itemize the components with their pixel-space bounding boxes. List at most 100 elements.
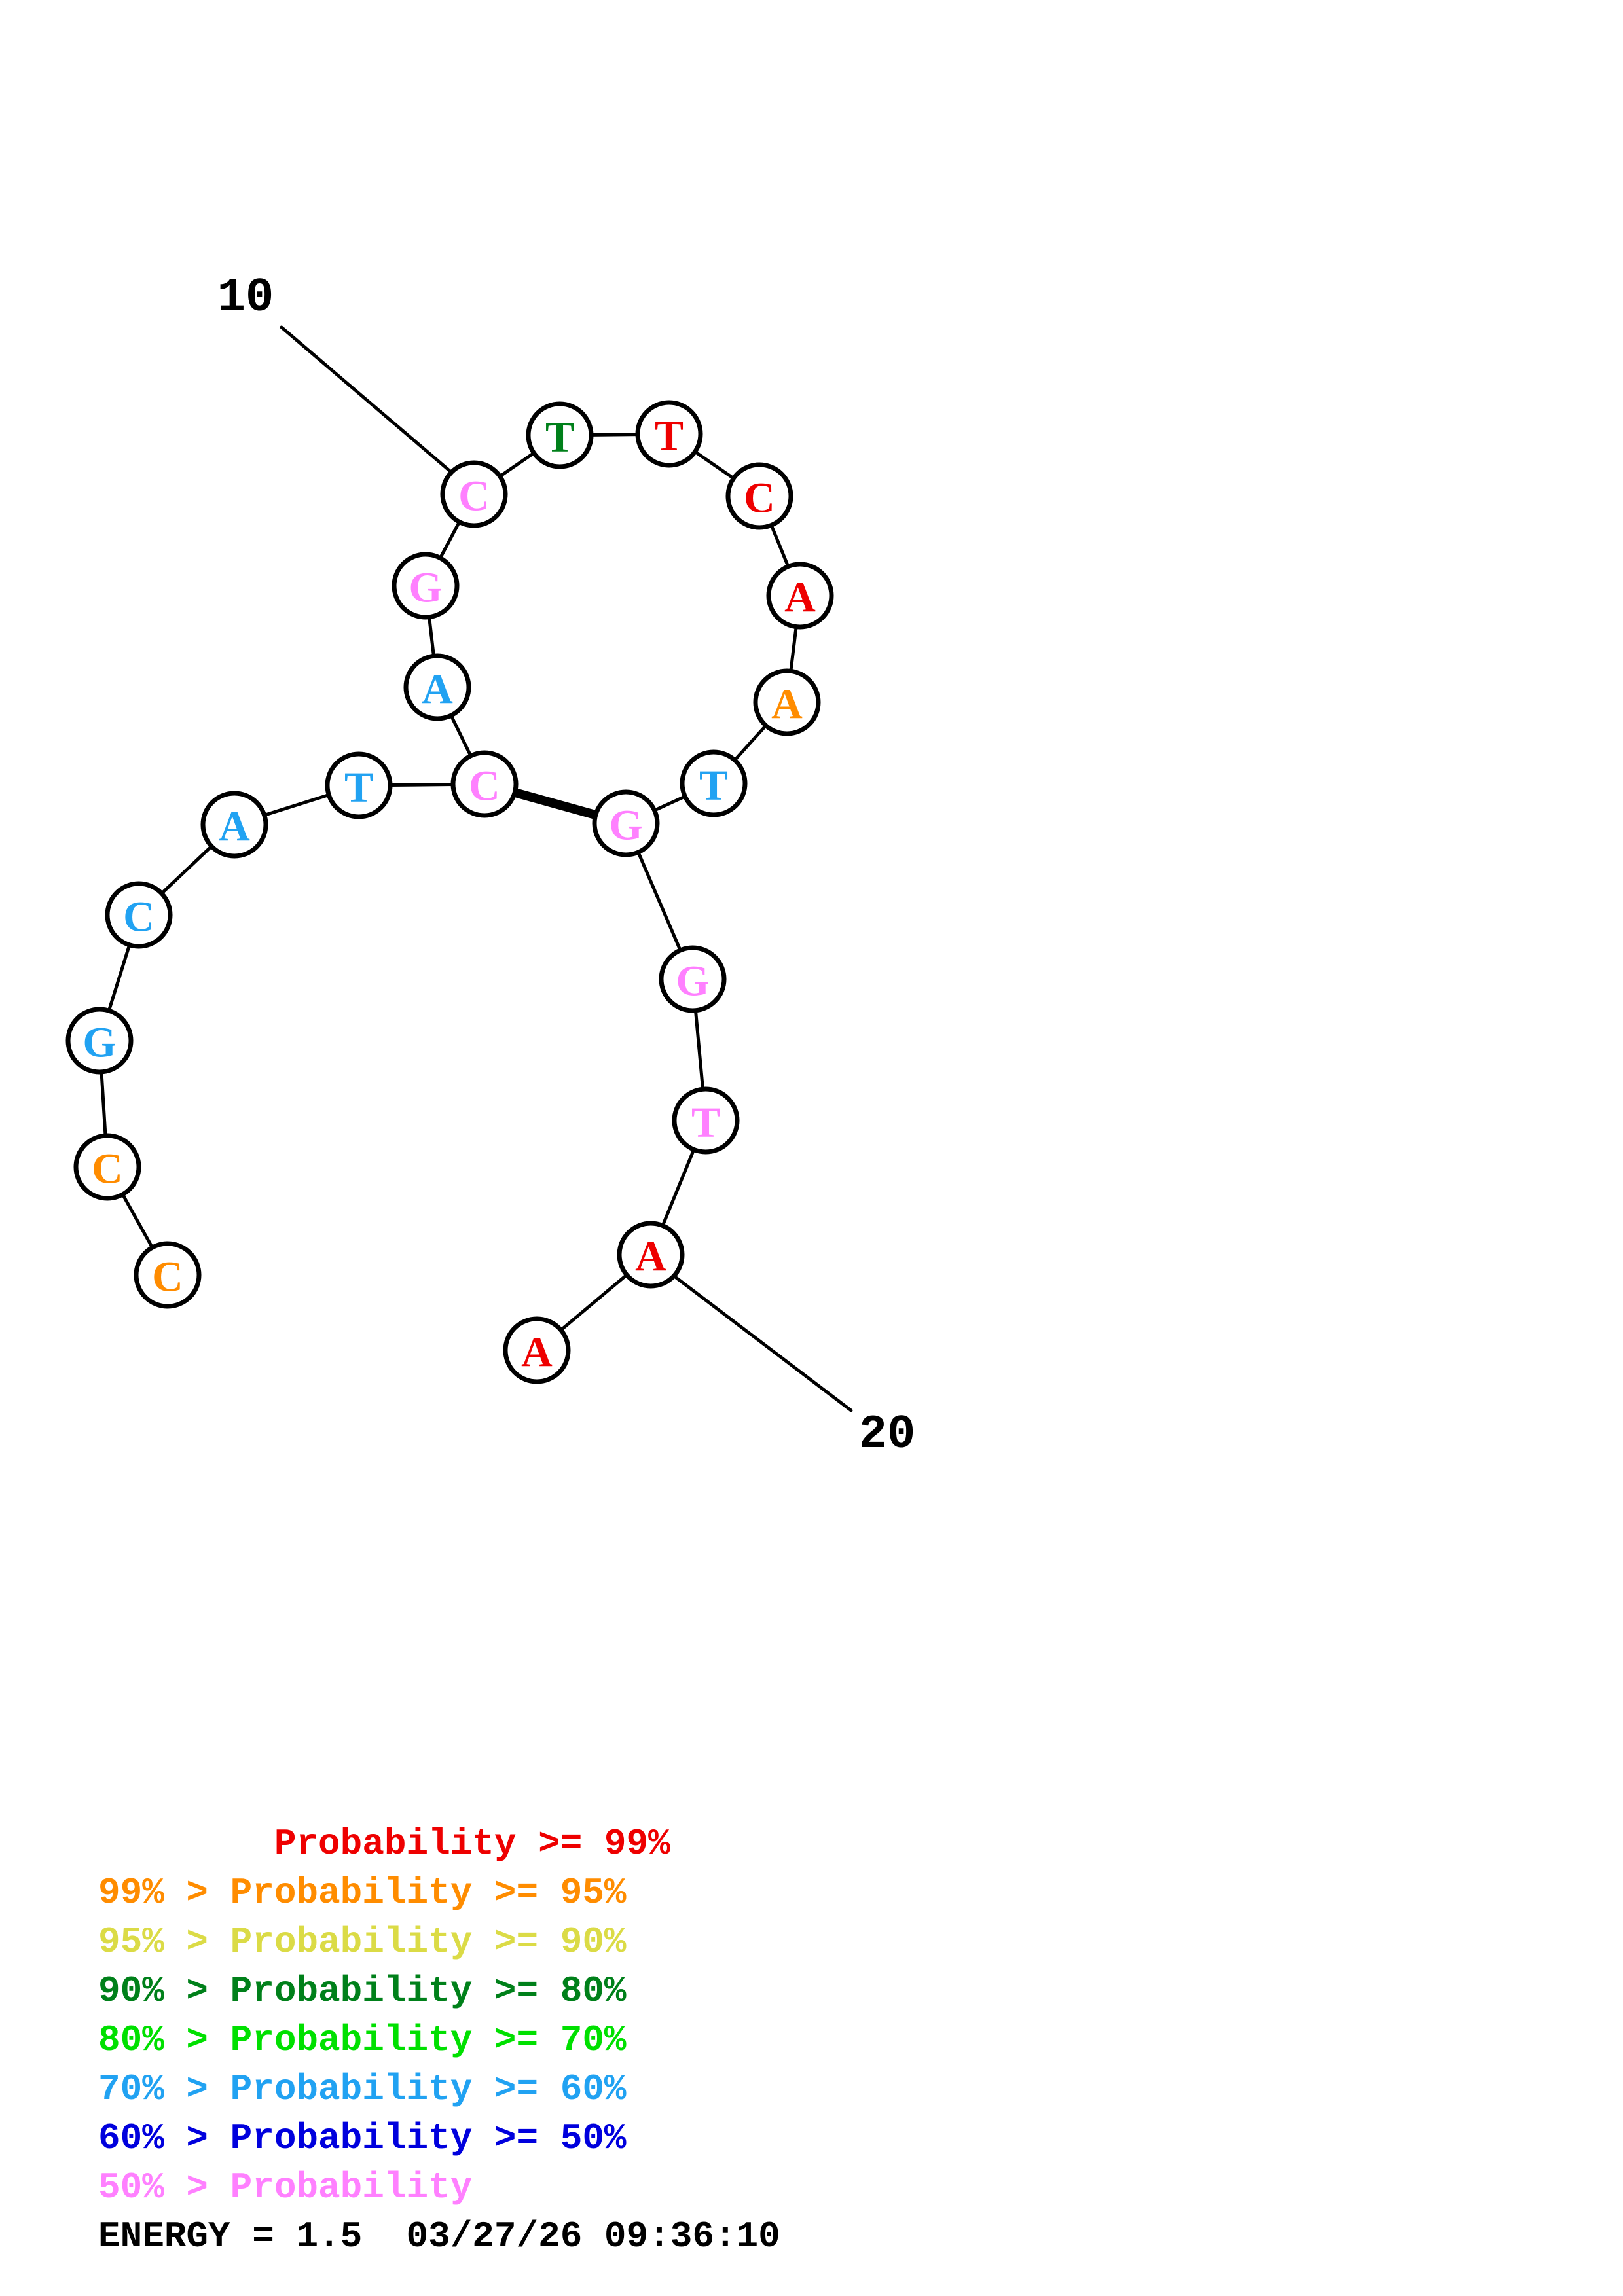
nucleotide-20-A[interactable]: A — [617, 1221, 685, 1289]
nucleotide-circle — [753, 668, 821, 736]
nucleotide-7-C[interactable]: C — [450, 750, 519, 818]
backbone-segment — [733, 724, 768, 762]
nucleotide-16-T[interactable]: T — [680, 749, 748, 817]
nucleotide-base-letter: C — [152, 1253, 183, 1301]
position-label-20: 20 — [859, 1408, 915, 1462]
nucleotide-base-letter: A — [771, 681, 803, 728]
backbone-segment — [498, 451, 536, 478]
nucleotide-base-letter: G — [609, 802, 642, 850]
energy-footer: ENERGY = 1.5 03/27/26 09:36:10 — [98, 2215, 780, 2257]
nucleotide-circle — [450, 750, 519, 818]
nucleotide-circle — [440, 460, 508, 528]
nucleotide-circle — [403, 653, 471, 721]
position-label-10: 10 — [217, 271, 274, 325]
nucleotide-circle — [680, 749, 748, 817]
legend-row-50: 60% > Probability >= 50% — [98, 2117, 627, 2159]
backbone-segment — [769, 523, 790, 569]
nucleotide-3-G[interactable]: G — [65, 1007, 134, 1075]
nucleotide-base-letter: C — [458, 473, 490, 520]
nucleotide-19-T[interactable]: T — [672, 1086, 740, 1155]
nucleotide-circle — [325, 751, 393, 819]
nucleotide-circle — [766, 562, 834, 630]
nucleotide-circle — [392, 552, 460, 620]
nucleotide-base-letter: T — [691, 1099, 720, 1147]
nucleotide-base-letter: A — [521, 1329, 553, 1376]
nucleotide-6-T[interactable]: T — [325, 751, 393, 819]
nucleotide-circle — [134, 1241, 202, 1309]
legend-row-below50: 50% > Probability — [98, 2166, 473, 2208]
legend-row-60: 70% > Probability >= 60% — [98, 2068, 627, 2110]
nucleotide-circle — [659, 945, 727, 1013]
nucleotide-circle — [200, 791, 268, 859]
nucleotide-12-T[interactable]: T — [635, 400, 703, 468]
nucleotide-base-letter: C — [744, 475, 775, 522]
backbone-segment — [693, 1009, 705, 1091]
nucleotide-base-letter: A — [219, 803, 250, 851]
nucleotide-1-C[interactable]: C — [134, 1241, 202, 1309]
nucleotide-circle — [503, 1316, 571, 1384]
nucleotide-circle — [672, 1086, 740, 1155]
nucleotide-circle — [105, 881, 173, 949]
nucleotide-11-T[interactable]: T — [526, 401, 594, 469]
nucleotide-4-C[interactable]: C — [105, 881, 173, 949]
backbone-segment — [636, 850, 682, 952]
backbone-segment — [107, 943, 132, 1013]
legend-row-90: 95% > Probability >= 90% — [98, 1921, 627, 1963]
backbone-segment — [661, 1147, 696, 1228]
nucleotide-base-letter: A — [635, 1233, 666, 1281]
nucleotide-17-G[interactable]: G — [592, 789, 660, 857]
base-pair-layer — [513, 788, 597, 819]
nucleotide-13-C[interactable]: C — [725, 462, 793, 530]
nucleotide-base-letter: G — [676, 958, 709, 1005]
backbone-segment — [120, 1193, 155, 1249]
nucleotide-21-A[interactable]: A — [503, 1316, 571, 1384]
legend-row-99: Probability >= 99% — [98, 1823, 670, 1865]
backbone-layer — [100, 433, 798, 1332]
nucleotide-circle — [73, 1133, 141, 1201]
nucleotide-10-C[interactable]: C — [440, 460, 508, 528]
nucleotide-circle — [725, 462, 793, 530]
nucleotide-15-A[interactable]: A — [753, 668, 821, 736]
nucleotide-base-letter: C — [469, 762, 500, 810]
nucleotide-5-A[interactable]: A — [200, 791, 268, 859]
backbone-segment — [160, 844, 213, 895]
nucleotide-8-A[interactable]: A — [403, 653, 471, 721]
position-label-layer: 10 20 — [217, 271, 915, 1462]
nucleotide-base-letter: T — [699, 762, 728, 810]
nucleotide-18-G[interactable]: G — [659, 945, 727, 1013]
nucleotide-base-letter: G — [82, 1019, 116, 1067]
nucleotide-base-letter: C — [92, 1145, 123, 1193]
nucleotide-circle — [65, 1007, 134, 1075]
nucleotide-base-letter: A — [784, 574, 816, 622]
nucleotide-base-letter: C — [123, 893, 155, 941]
nucleotide-circle — [617, 1221, 685, 1289]
base-pair-bond — [513, 788, 597, 819]
position-leader-line — [280, 325, 454, 475]
backbone-segment — [438, 520, 462, 560]
nucleotide-base-letter: T — [545, 414, 574, 461]
nucleotide-base-letter: G — [409, 564, 442, 612]
backbone-segment — [100, 1070, 107, 1138]
legend-row-70: 80% > Probability >= 70% — [98, 2019, 627, 2061]
position-leader-layer — [280, 325, 853, 1412]
nucleotide-9-G[interactable]: G — [392, 552, 460, 620]
nucleotide-base-letter: A — [422, 666, 453, 713]
legend-row-95: 99% > Probability >= 95% — [98, 1872, 627, 1914]
legend-row-80: 90% > Probability >= 80% — [98, 1970, 627, 2012]
backbone-segment — [428, 615, 435, 658]
backbone-segment — [653, 795, 687, 812]
nucleotide-circle — [592, 789, 660, 857]
position-leader-line — [672, 1274, 853, 1412]
backbone-segment — [789, 625, 798, 673]
nucleotide-base-letter: T — [344, 764, 373, 812]
nucleotide-2-C[interactable]: C — [73, 1133, 141, 1201]
nucleotide-circle — [635, 400, 703, 468]
backbone-segment — [559, 1273, 629, 1332]
backbone-segment — [449, 713, 473, 758]
nucleotide-14-A[interactable]: A — [766, 562, 834, 630]
nucleotide-circle — [526, 401, 594, 469]
probability-legend: Probability >= 99% 99% > Probability >= 9… — [98, 1820, 949, 2212]
backbone-segment — [693, 450, 735, 480]
